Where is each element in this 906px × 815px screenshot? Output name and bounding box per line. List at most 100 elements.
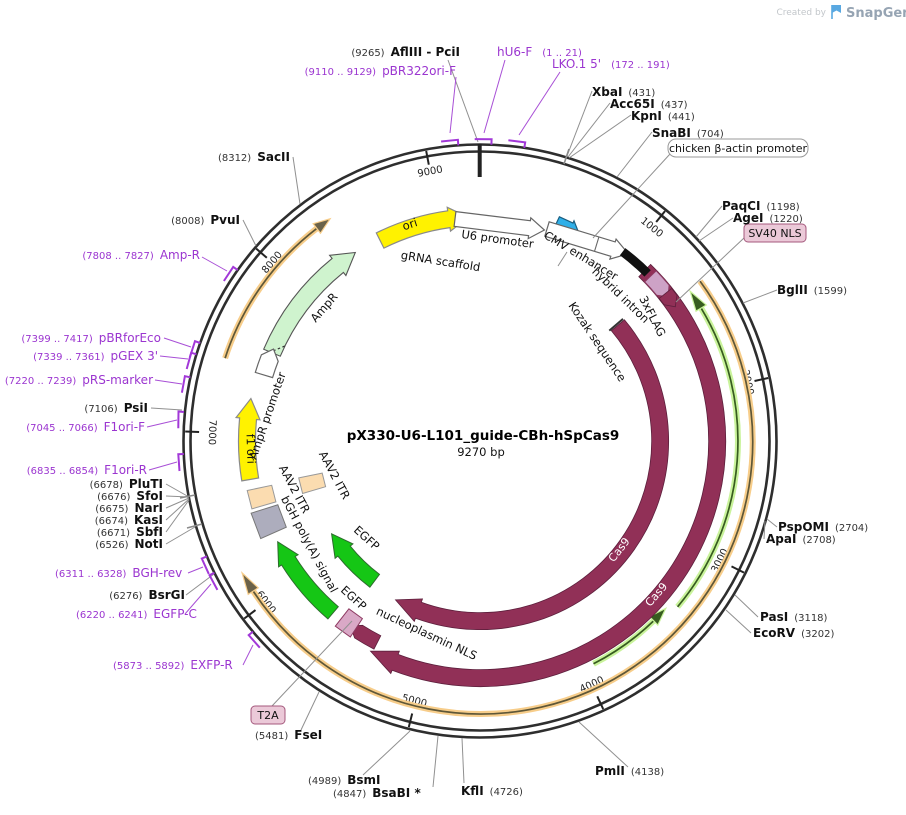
- site-label-sacII[interactable]: (8312) SacII: [218, 150, 290, 164]
- orf-arc-green-a-line: [676, 307, 739, 608]
- hybrid-intron-arc[interactable]: [619, 248, 651, 277]
- site-label-bsaBI[interactable]: (4847) BsaBI *: [333, 786, 421, 800]
- cbh-promoter-divider: [593, 236, 600, 252]
- orf-arrowhead-green-a: [688, 289, 708, 313]
- plasmid-title: pX330-U6-L101_guide-CBh-hSpCas9: [347, 428, 620, 444]
- chicken-promoter-boxed-label[interactable]: chicken β-actin promoter: [667, 138, 809, 158]
- f1-ori-arrow[interactable]: [234, 397, 261, 482]
- primer-label-lko1-5[interactable]: LKO.1 5' (172 .. 191): [552, 57, 670, 71]
- orf-arrowhead-green-b: [648, 606, 668, 627]
- orf-arc-orange-cas9-fusion-line: [252, 280, 754, 715]
- orf-arc-orange-cas9-fusion: [250, 279, 756, 717]
- tick-2000: [754, 377, 769, 382]
- site-label-pasI[interactable]: PasI (3118): [760, 610, 828, 624]
- sv40-nls-label[interactable]: SV40 NLS: [748, 227, 801, 240]
- grna-scaffold-label[interactable]: gRNA scaffold: [400, 248, 481, 274]
- tick-label-7000: 7000: [206, 419, 218, 445]
- cas9-arrow-outer[interactable]: [369, 263, 727, 688]
- tick-9000: [425, 150, 430, 165]
- site-label-bglII[interactable]: BglII (1599): [777, 283, 847, 297]
- site-label-acc65I[interactable]: Acc65I (437): [610, 97, 688, 111]
- tick-7000: [185, 430, 200, 433]
- tick-label-1000: 1000: [638, 216, 665, 241]
- orf-arcs: [222, 217, 756, 717]
- orf-arc-green-b-line: [593, 620, 655, 665]
- tick-8000: [255, 247, 268, 259]
- ampr-arrow[interactable]: [262, 251, 357, 357]
- sv40-nls-box[interactable]: [743, 223, 807, 243]
- snapgene-flag-icon: [832, 5, 841, 13]
- u6-promoter-arrow[interactable]: [453, 210, 546, 240]
- primer-label-pbr322ori-f[interactable]: (9110 .. 9129) pBR322ori-F: [305, 64, 456, 78]
- site-label-ecoRV[interactable]: EcoRV (3202): [753, 626, 834, 640]
- ampr-promoter-arrow[interactable]: [254, 348, 279, 379]
- chicken-promoter-box[interactable]: [667, 138, 809, 158]
- site-label-kflI[interactable]: KflI (4726): [461, 784, 523, 798]
- egfp-label-inner[interactable]: EGFP: [351, 523, 383, 553]
- primer-label-f1ori-r[interactable]: (6835 .. 6854) F1ori-R: [27, 463, 147, 477]
- egfp-label-outer[interactable]: EGFP: [338, 583, 370, 613]
- site-label-fseI[interactable]: (5481) FseI: [255, 728, 322, 742]
- chicken-promoter-label[interactable]: chicken β-actin promoter: [669, 142, 807, 155]
- primer-label-bgh-rev[interactable]: (6311 .. 6328) BGH-rev: [55, 566, 182, 580]
- site-label-sfoI[interactable]: (6676) SfoI: [97, 489, 163, 503]
- t2a-box[interactable]: [250, 705, 286, 725]
- site-label-ageI[interactable]: AgeI (1220): [733, 211, 803, 225]
- tick-3000: [731, 565, 745, 574]
- primer-label-egfp-c[interactable]: (6220 .. 6241) EGFP-C: [76, 607, 197, 621]
- site-label-notI[interactable]: (6526) NotI: [95, 537, 163, 551]
- site-label-bsmI[interactable]: (4989) BsmI: [308, 773, 381, 787]
- site-label-psiI[interactable]: (7106) PsiI: [84, 401, 148, 415]
- t2a-boxed-label[interactable]: T2A: [250, 705, 286, 725]
- aav2-itr-box-1[interactable]: [246, 484, 277, 510]
- site-label-kpnI[interactable]: KpnI (441): [631, 109, 695, 123]
- t2a-label[interactable]: T2A: [256, 709, 279, 722]
- site-label-apaI[interactable]: ApaI (2708): [766, 532, 836, 546]
- primer-label-hu6-f[interactable]: hU6-F (1 .. 21): [497, 45, 582, 59]
- site-label-pmlI[interactable]: PmlI (4138): [595, 764, 664, 778]
- tick-6000: [243, 609, 257, 620]
- cmv-enhancer-arrow[interactable]: [544, 221, 630, 260]
- cas9-arrow-inner[interactable]: [394, 319, 670, 631]
- egfp-arrow-outer[interactable]: [277, 540, 340, 620]
- site-label-aflIII-pciI[interactable]: (9265) AflIII - PciI: [351, 45, 460, 59]
- site-label-pvuI[interactable]: (8008) PvuI: [171, 213, 240, 227]
- primer-label-exfp-r[interactable]: (5873 .. 5892) EXFP-R: [113, 658, 233, 672]
- created-by-text: Created by: [776, 8, 826, 18]
- site-label-bsrGI[interactable]: (6276) BsrGI: [109, 588, 185, 602]
- f1-ori-label[interactable]: f1 ori: [243, 434, 258, 464]
- site-label-paqCI[interactable]: PaqCI (1198): [722, 199, 800, 213]
- tick-5000: [407, 713, 414, 728]
- tick-1000: [655, 210, 666, 223]
- bgh-polya-box[interactable]: [250, 504, 287, 540]
- site-label-narI[interactable]: (6675) NarI: [95, 501, 163, 515]
- orf-arrowhead-orange-1: [240, 571, 260, 596]
- t2a-feature-box[interactable]: [334, 608, 364, 638]
- ori-arrow[interactable]: [375, 206, 470, 249]
- orf-arc-orange-ampr-line: [224, 227, 318, 359]
- kozak-sequence-tick: [608, 318, 624, 332]
- sv40-nls-arrow[interactable]: [658, 287, 678, 308]
- egfp-arrow-inner[interactable]: [330, 532, 381, 588]
- site-label-xbaI[interactable]: XbaI (431): [592, 85, 655, 99]
- primer-label-f1ori-f[interactable]: (7045 .. 7066) F1ori-F: [26, 420, 145, 434]
- snapgene-brand-text: SnapGene: [846, 6, 906, 21]
- sv40-nls-boxed-label[interactable]: SV40 NLS: [743, 223, 807, 243]
- primer-label-amp-r[interactable]: (7808 .. 7827) Amp-R: [82, 248, 200, 262]
- ori-label[interactable]: ori: [400, 215, 419, 233]
- site-label-pspOMI[interactable]: PspOMI (2704): [778, 520, 868, 534]
- site-label-snaBI[interactable]: SnaBI (704): [652, 126, 724, 140]
- primer-label-pbrforeco[interactable]: (7399 .. 7417) pBRforEco: [21, 331, 161, 345]
- primer-marks: [146, 59, 561, 666]
- site-label-sbfI[interactable]: (6671) SbfI: [97, 525, 163, 539]
- primer-label-pgex-3[interactable]: (7339 .. 7361) pGEX 3': [33, 349, 158, 363]
- orf-arrowhead-orange-2: [312, 217, 332, 235]
- site-connector-lines: [150, 59, 778, 788]
- site-label-pluTI[interactable]: (6678) PluTI: [90, 477, 163, 491]
- site-label-kasI[interactable]: (6674) KasI: [95, 513, 163, 527]
- primer-label-prs-marker[interactable]: (7220 .. 7239) pRS-marker: [5, 373, 153, 387]
- aav2-itr-box-2[interactable]: [298, 472, 327, 495]
- tick-label-9000: 9000: [417, 164, 444, 179]
